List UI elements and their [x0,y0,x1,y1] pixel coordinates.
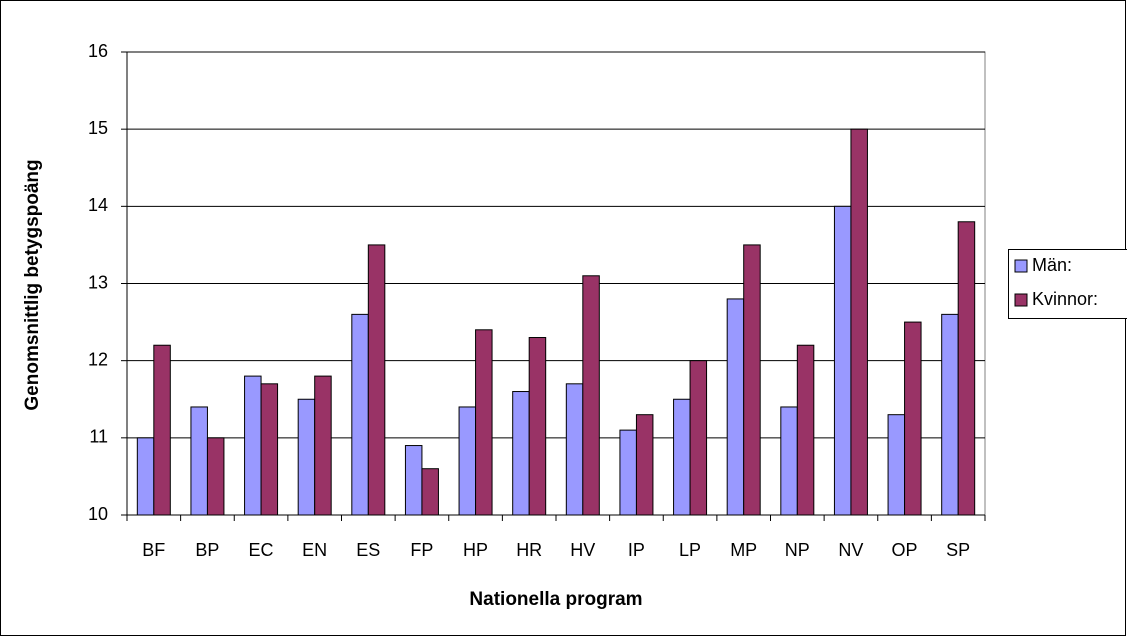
bar [528,337,547,516]
legend-label: Män: [1032,255,1072,275]
y-tick-label: 13 [88,272,108,292]
x-tick-label: ES [356,540,380,560]
bar [726,298,745,516]
bar [850,128,868,516]
legend-box [1008,249,1127,319]
x-tick-label: EC [249,540,274,560]
x-tick-label: LP [679,540,701,560]
x-tick-label: NV [838,540,863,560]
bar [673,398,691,516]
legend-swatch [1014,293,1028,307]
bar [206,437,225,516]
bar [582,275,600,516]
x-tick-label: EN [302,540,327,560]
x-tick-label: BF [142,540,165,560]
bar [941,313,959,516]
x-tick-label: BP [195,540,219,560]
bar [565,383,584,516]
x-tick-label: SP [946,540,970,560]
x-tick-label: MP [730,540,757,560]
bar [404,445,423,516]
bar [635,414,654,516]
x-tick-label: FP [410,540,433,560]
bar [367,244,386,516]
bar [833,205,852,516]
y-tick-label: 15 [88,118,108,138]
y-tick-label: 14 [88,195,108,215]
bar [421,468,439,516]
bar [475,329,493,516]
bar [153,344,171,516]
x-tick-label: OP [892,540,918,560]
y-tick-label: 10 [88,504,108,524]
bar [689,360,708,516]
bar [297,398,316,516]
bar [190,406,208,516]
x-tick-label: HR [516,540,542,560]
x-axis-title: Nationella program [469,589,642,610]
bar [887,414,906,516]
x-tick-label: NP [785,540,810,560]
bar [904,321,922,516]
bar [351,313,369,516]
x-tick-label: HV [570,540,595,560]
bar [314,375,332,516]
bar [260,383,279,516]
bar [957,221,976,516]
legend-label: Kvinnor: [1032,289,1098,309]
bar [512,391,530,516]
x-tick-label: IP [628,540,645,560]
bar [458,406,477,516]
bar [619,429,637,516]
bar [780,406,798,516]
y-tick-label: 12 [88,349,108,369]
x-tick-label: HP [463,540,488,560]
legend-swatch [1014,259,1028,273]
bar [743,244,761,516]
bar [796,344,815,516]
y-tick-label: 11 [89,427,108,447]
y-axis-title: Genomsnittlig betygspoäng [22,159,43,410]
y-tick-label: 16 [88,41,108,61]
bar [244,375,262,516]
bar [136,437,155,516]
